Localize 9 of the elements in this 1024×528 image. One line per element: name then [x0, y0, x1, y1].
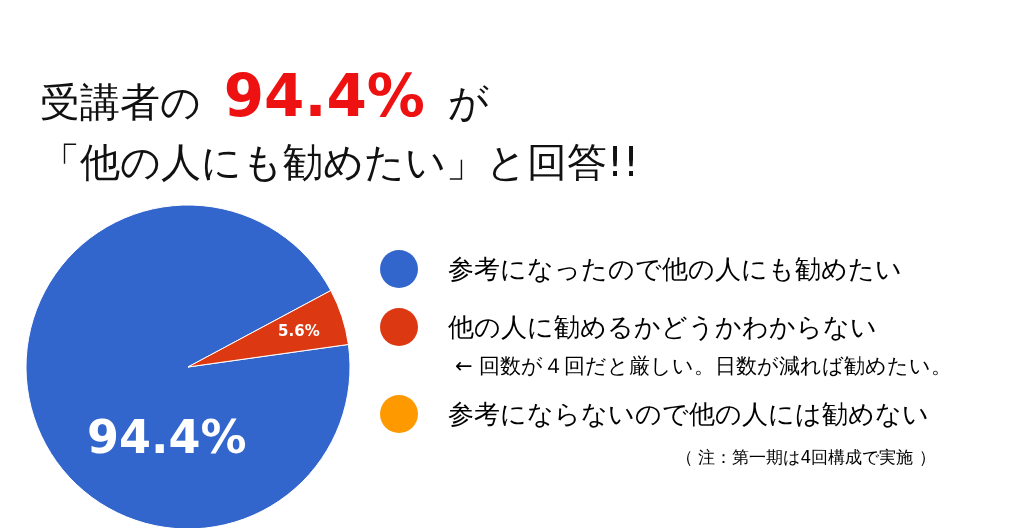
data-label: 94.4%	[86, 409, 247, 464]
chart-subtitle: 「他の人にも勧めたい」と回答!!	[40, 139, 640, 185]
data-label: 5.6%	[278, 321, 320, 340]
text: ← 回数が４回だと厳しい。日数が減れば勧めたい。	[455, 353, 953, 380]
text: （ 注：第一期は4回構成で実施 ）	[676, 446, 936, 469]
legend-label: 他の人に勧めるかどうかわからない	[448, 310, 877, 344]
legend-label: 参考になったので他の人にも勧めたい	[448, 252, 902, 286]
chart-title: 受講者の 94.4% が	[40, 62, 489, 130]
legend-label: 参考にならないので他の人には勧めない	[448, 397, 929, 431]
